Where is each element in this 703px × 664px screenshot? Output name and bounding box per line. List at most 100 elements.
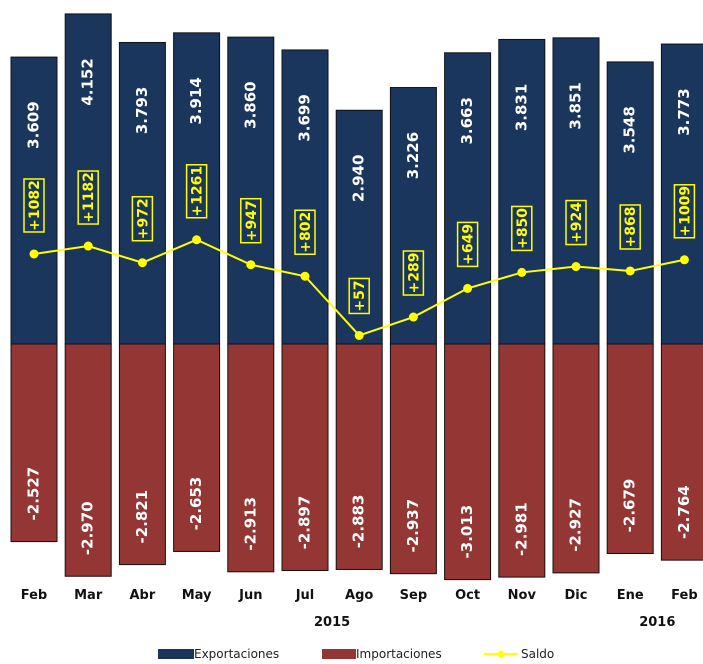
export-value-label: 3.793: [133, 87, 151, 134]
saldo-value-label: +947: [244, 200, 260, 241]
import-bar: [281, 343, 329, 572]
month-tick-label: May: [182, 588, 212, 603]
month-tick-label: Sep: [400, 588, 428, 603]
import-value-label: -2.897: [296, 496, 314, 550]
month-tick-label: Oct: [455, 588, 480, 603]
saldo-label-box: [294, 209, 316, 255]
saldo-label-group: +649: [456, 221, 479, 268]
import-value-label: -2.970: [79, 501, 97, 555]
export-bar: [660, 43, 703, 345]
saldo-label-group: +289: [402, 250, 425, 296]
import-bar: [227, 343, 275, 573]
saldo-value-label: +57: [352, 280, 368, 311]
saldo-point: [83, 241, 93, 251]
saldo-label-group: +802: [294, 209, 316, 255]
saldo-label-group: +57: [348, 277, 370, 315]
legend-marker: [497, 650, 505, 658]
legend-item-saldo: Saldo: [484, 647, 554, 661]
saldo-line-layer: [29, 235, 689, 340]
export-value-label: 3.851: [567, 82, 585, 129]
import-value-label: -2.821: [133, 490, 151, 544]
import-bar: [498, 343, 546, 578]
saldo-point: [354, 330, 364, 340]
saldo-label-group: +1082: [23, 178, 45, 233]
saldo-value-label: +289: [406, 253, 422, 294]
saldo-label-group: +868: [619, 204, 641, 250]
export-value-label: 4.152: [79, 58, 97, 105]
import-bar: [335, 343, 383, 570]
import-value-label: -2.764: [675, 485, 693, 539]
legend-label: Exportaciones: [194, 647, 279, 661]
import-bar: [606, 343, 654, 554]
saldo-value-label: +1009: [677, 186, 693, 237]
import-bar: [552, 343, 600, 574]
month-tick-label: Feb: [671, 588, 697, 603]
import-bar: [64, 343, 112, 577]
import-bar: [10, 343, 58, 543]
saldo-label-group: +1009: [673, 184, 696, 239]
saldo-point: [300, 271, 310, 281]
saldo-value-label: +1182: [81, 172, 97, 223]
saldo-label-group: +947: [240, 197, 262, 244]
export-bar: [64, 13, 112, 345]
saldo-label-box: [402, 250, 425, 296]
export-value-label: 3.663: [458, 97, 476, 144]
import-value-label: -2.679: [621, 479, 639, 533]
legend-swatch: [158, 649, 194, 659]
export-bar: [444, 52, 492, 345]
saldo-point: [137, 258, 147, 268]
export-bar: [335, 109, 383, 345]
saldo-point: [517, 267, 527, 277]
saldo-point: [679, 255, 689, 265]
export-bar: [498, 38, 546, 345]
import-value-label: -2.913: [241, 497, 259, 551]
export-bar: [389, 87, 437, 345]
saldo-label-box: [511, 205, 533, 252]
export-value-label: 3.609: [25, 101, 43, 148]
import-value-label: -2.927: [567, 498, 585, 552]
saldo-point: [463, 283, 473, 293]
import-value-label: -3.013: [458, 505, 476, 559]
export-bar: [118, 41, 166, 345]
saldo-point: [571, 262, 581, 272]
saldo-label-box: [23, 178, 45, 233]
legend-item-exportaciones: Exportaciones: [158, 647, 279, 661]
import-value-label: -2.883: [350, 495, 368, 549]
saldo-value-label: +649: [461, 224, 477, 265]
export-value-label: 2.940: [350, 155, 368, 202]
export-bar: [552, 37, 600, 345]
year-label: 2015: [314, 615, 350, 630]
month-tick-label: Mar: [74, 588, 103, 603]
import-value-label: -2.981: [512, 502, 530, 556]
saldo-value-label: +850: [515, 208, 531, 249]
legend-item-importaciones: Importaciones: [322, 647, 442, 661]
saldo-point: [192, 235, 202, 245]
x-axis: Feb Mar Abr May Jun Jul Ago Sep Oct Nov Dic Ene Feb 2…: [21, 588, 698, 630]
saldo-label-box: [348, 277, 370, 315]
import-bar: [173, 343, 221, 552]
saldo-label-box: [456, 221, 479, 268]
export-bar: [10, 56, 58, 345]
labels-layer: 3.609 -2.527 4.152 -2.970 3.793 -2.821 3.914 -2…: [23, 58, 696, 559]
saldo-label-group: +972: [131, 195, 154, 242]
export-value-label: 3.773: [675, 88, 693, 135]
saldo-label-box: [77, 170, 99, 225]
saldo-label-group: +1261: [185, 164, 208, 219]
legend: Exportaciones Importaciones Saldo: [158, 647, 554, 661]
export-value-label: 3.548: [621, 106, 639, 153]
import-bar: [389, 343, 437, 575]
saldo-label-group: +850: [511, 205, 533, 252]
saldo-point: [625, 266, 635, 276]
saldo-value-label: +1261: [190, 166, 206, 217]
export-value-label: 3.914: [187, 77, 205, 124]
month-tick-label: Feb: [21, 588, 47, 603]
saldo-label-group: +924: [565, 199, 587, 246]
saldo-label-box: [131, 195, 154, 242]
saldo-label-box: [673, 184, 696, 239]
saldo-value-label: +972: [135, 198, 151, 239]
saldo-label-box: [240, 197, 262, 244]
bars-layer: [10, 13, 703, 581]
legend-swatch: [322, 649, 356, 659]
import-value-label: -2.937: [404, 499, 422, 553]
